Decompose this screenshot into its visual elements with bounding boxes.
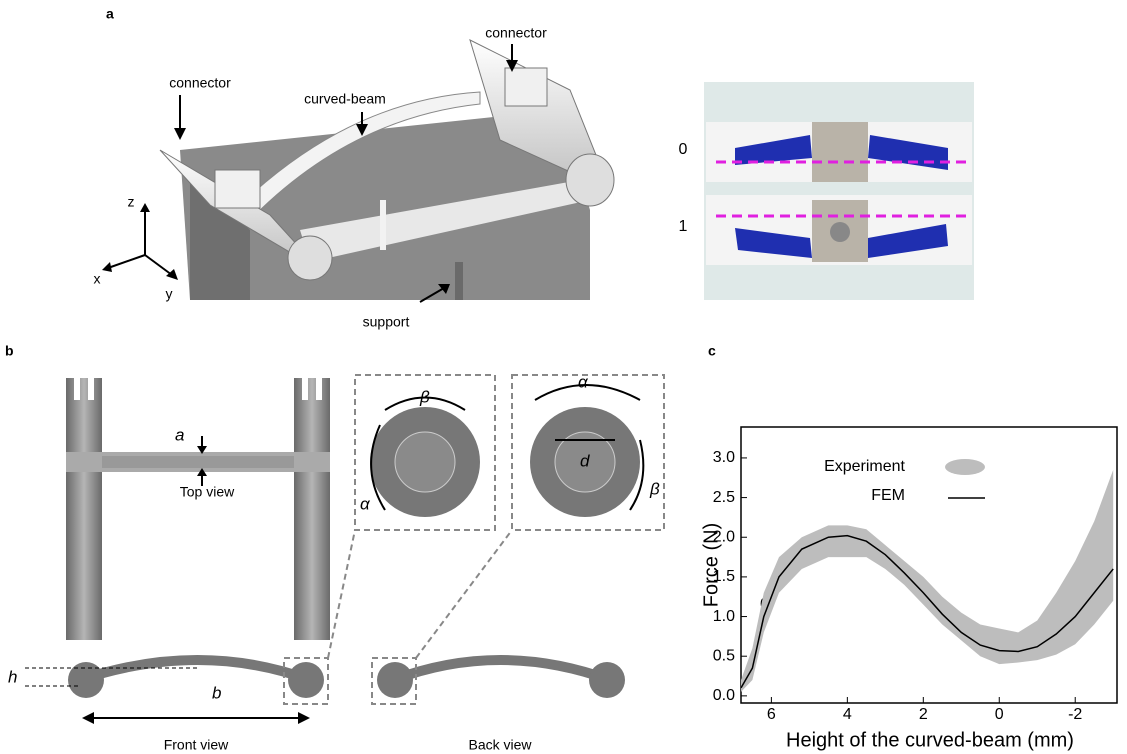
dimension-symbol: β <box>419 387 430 406</box>
x-tick-label: 4 <box>843 706 852 723</box>
y-tick-label: 0.0 <box>713 687 735 704</box>
x-tick-label: -2 <box>1068 706 1082 723</box>
axis-name: z <box>128 194 135 210</box>
band <box>741 470 1113 692</box>
view-label: Front view <box>164 737 229 753</box>
y-tick-label: 2.5 <box>713 489 735 506</box>
dimension-symbol: d <box>580 451 590 470</box>
dimension-symbol: b <box>212 683 221 702</box>
y-tick-label: 1.0 <box>713 608 735 625</box>
view-label: Top view <box>180 484 235 500</box>
x-tick-label: 6 <box>767 706 776 723</box>
axis-name: y <box>166 286 173 302</box>
legend-label: FEM <box>871 487 905 504</box>
panel-label: a <box>106 6 114 22</box>
dimension-symbol: α <box>578 372 589 391</box>
axis-name: x <box>94 271 101 287</box>
photo <box>704 82 974 300</box>
callout: connector <box>169 75 231 91</box>
dimension-symbol: h <box>8 667 17 686</box>
view-label: Back view <box>468 737 532 753</box>
legend-label: Experiment <box>824 458 905 475</box>
x-tick-label: 0 <box>995 706 1004 723</box>
x-tick-label: 2 <box>919 706 928 723</box>
callout: connector <box>485 25 547 41</box>
x-axis-label: Height of the curved-beam (mm) <box>786 729 1074 751</box>
legend-swatch <box>945 459 985 475</box>
callout: curved-beam <box>304 91 386 107</box>
callout: support <box>363 314 410 330</box>
dimension-symbol: β <box>649 479 660 498</box>
panel-label: b <box>5 343 14 359</box>
state-label: 1 <box>679 218 688 235</box>
figure: a b c connector connector curved-beam su… <box>0 0 1127 754</box>
y-tick-label: 0.5 <box>713 647 735 664</box>
y-tick-label: 2.0 <box>713 528 735 545</box>
dimension-symbol: α <box>360 494 371 513</box>
y-tick-label: 3.0 <box>713 449 735 466</box>
beam-views <box>25 375 664 724</box>
dimension-symbol: a <box>175 425 184 444</box>
panel-label: c <box>708 343 716 359</box>
y-tick-label: 1.5 <box>713 568 735 585</box>
state-label: 0 <box>679 141 688 158</box>
